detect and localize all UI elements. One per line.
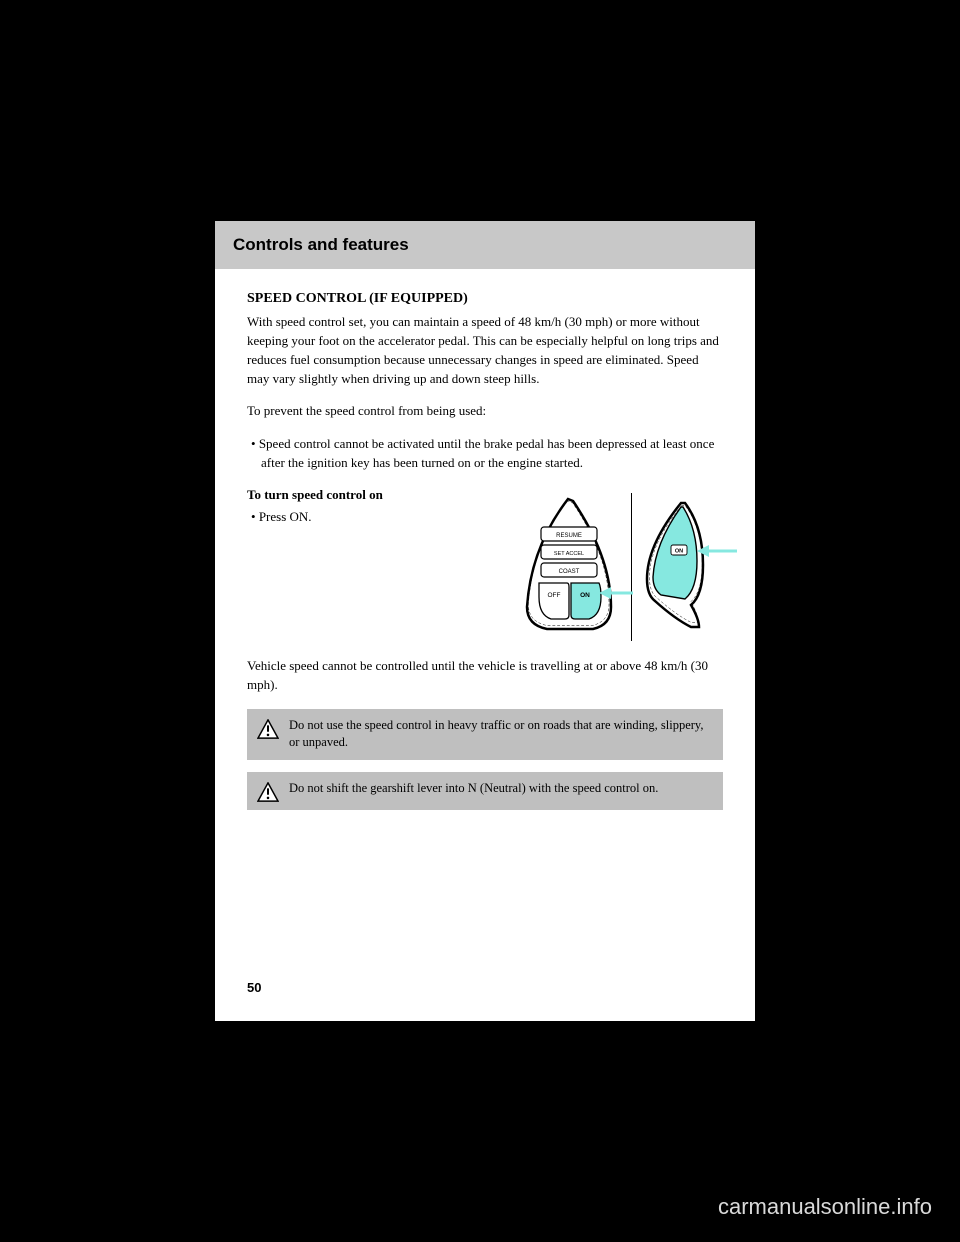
section-header-bar: Controls and features [215, 221, 755, 269]
press-on-text: Press ON. [259, 509, 312, 524]
illustration-divider [631, 493, 632, 641]
turn-on-subtitle: To turn speed control on [247, 487, 497, 503]
left-text-column: To turn speed control on • Press ON. [247, 487, 497, 647]
section-header-title: Controls and features [233, 235, 737, 255]
topic-title: SPEED CONTROL (IF EQUIPPED) [247, 291, 723, 307]
resume-label: RESUME [556, 533, 582, 539]
cannot-set-paragraph: Vehicle speed cannot be controlled until… [247, 657, 723, 695]
two-column-row: To turn speed control on • Press ON. RES… [247, 487, 723, 647]
off-button-label: OFF [548, 592, 561, 599]
page-content: SPEED CONTROL (IF EQUIPPED) With speed c… [215, 269, 755, 844]
intro-paragraph: With speed control set, you can maintain… [247, 313, 723, 388]
prevent-line: To prevent the speed control from being … [247, 402, 723, 421]
press-on-bullet: • Press ON. [247, 509, 497, 525]
brake-bullet-text: Speed control cannot be activated until … [259, 436, 715, 470]
left-pod-illustration: RESUME SET ACCEL COAST OFF ON [513, 497, 623, 637]
warning-triangle-icon [257, 719, 279, 739]
brake-bullet: • Speed control cannot be activated unti… [247, 435, 723, 473]
right-pod-illustration: ON [641, 501, 719, 631]
warning-box-1: Do not use the speed control in heavy tr… [247, 709, 723, 760]
manual-page: Controls and features SPEED CONTROL (IF … [215, 221, 755, 1021]
set-accel-label: SET ACCEL [554, 551, 584, 557]
left-arrow-icon [599, 585, 633, 601]
warning-box-2: Do not shift the gearshift lever into N … [247, 772, 723, 810]
warning-text-2: Do not shift the gearshift lever into N … [289, 780, 658, 802]
illustration-area: RESUME SET ACCEL COAST OFF ON [513, 487, 723, 647]
on-button-label: ON [580, 592, 590, 599]
watermark-text: carmanualsonline.info [718, 1194, 932, 1220]
warning-triangle-icon [257, 782, 279, 802]
right-arrow-icon [697, 543, 737, 559]
right-on-label: ON [675, 548, 683, 554]
page-number: 50 [247, 980, 261, 995]
coast-label: COAST [559, 569, 580, 575]
warning-text-1: Do not use the speed control in heavy tr… [289, 717, 713, 752]
